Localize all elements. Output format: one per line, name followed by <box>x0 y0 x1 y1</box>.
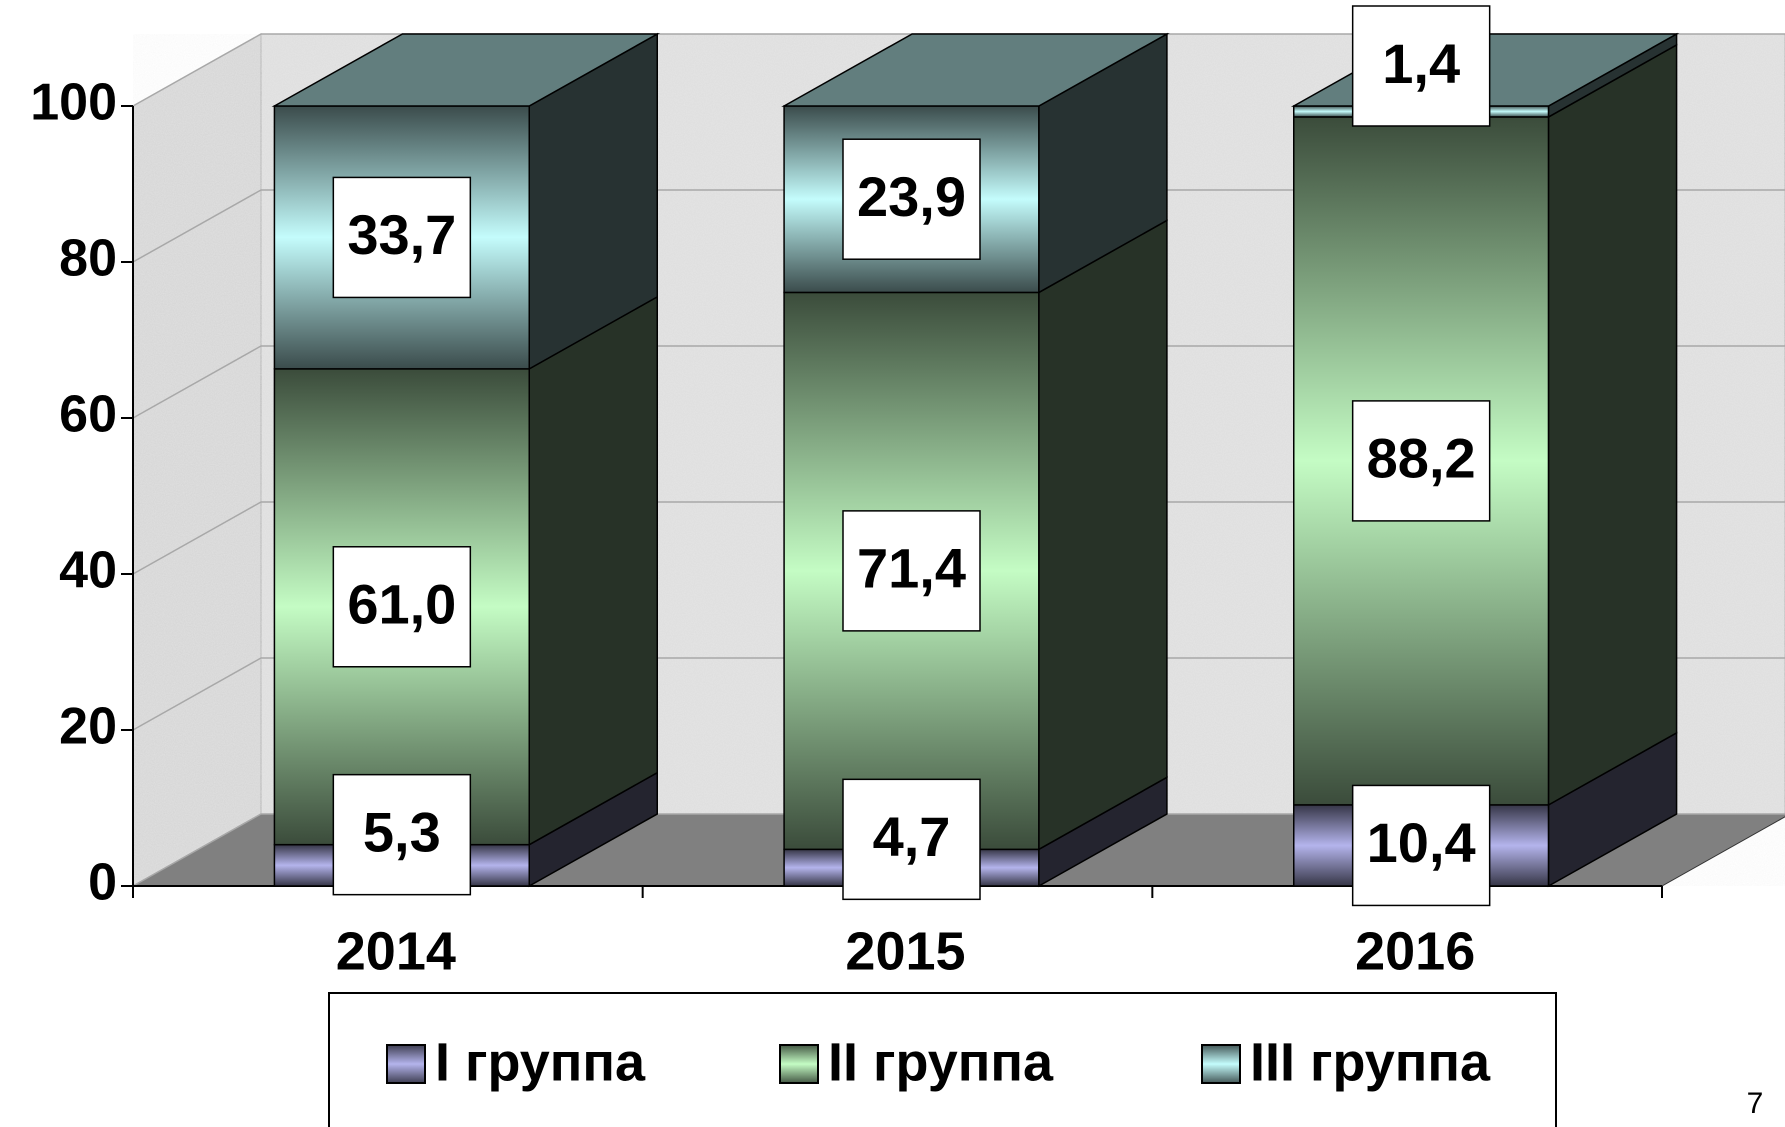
data-label: 33,7 <box>347 203 456 266</box>
page-number: 7 <box>1747 1087 1764 1120</box>
grid-line <box>132 189 1785 263</box>
legend-label: I группа <box>435 1032 646 1092</box>
data-label: 71,4 <box>857 537 966 600</box>
data-label-box <box>842 778 981 901</box>
bar-side <box>528 295 658 846</box>
data-label: 1,4 <box>1382 32 1460 95</box>
bar-top <box>271 33 661 107</box>
x-tick-label: 2014 <box>336 921 456 981</box>
y-tick-label: 100 <box>30 74 117 132</box>
y-tick-label: 80 <box>59 230 117 288</box>
y-tick-label: 20 <box>59 698 117 756</box>
data-label-box <box>1351 5 1491 127</box>
data-label: 4,7 <box>873 805 951 868</box>
grid-line <box>132 657 1785 731</box>
grid-line <box>132 33 1785 107</box>
bar-side <box>1038 219 1168 851</box>
bar-side-base <box>1038 777 1167 886</box>
data-label-box <box>332 546 472 668</box>
legend-swatch <box>779 1044 819 1084</box>
y-tick-label: 40 <box>59 542 117 600</box>
legend-box <box>328 992 1557 1127</box>
legend-label: II группа <box>828 1032 1054 1092</box>
bar-top <box>781 33 1170 107</box>
x-tick-label: 2015 <box>845 921 965 981</box>
grid-line <box>132 345 1785 419</box>
bar-side-base <box>529 34 658 369</box>
bar-side-base <box>1548 44 1677 805</box>
bar-side-base <box>1548 732 1677 886</box>
data-label-box <box>1351 784 1491 907</box>
bar-side-base <box>529 296 658 845</box>
bar-side <box>1547 43 1678 807</box>
data-label-box <box>842 138 981 260</box>
data-label: 10,4 <box>1367 811 1476 874</box>
bar-side-base <box>1038 34 1167 293</box>
data-label: 23,9 <box>857 165 966 228</box>
legend-swatch <box>1201 1044 1241 1084</box>
y-tick-label: 60 <box>59 386 117 444</box>
data-label-box <box>1351 400 1491 522</box>
data-label-box <box>842 510 981 632</box>
legend-swatch <box>386 1044 426 1084</box>
data-label: 5,3 <box>363 800 441 863</box>
x-tick-label: 2016 <box>1355 921 1475 981</box>
data-label-box <box>332 773 472 896</box>
y-tick-label: 0 <box>88 854 117 912</box>
bar-side-base <box>529 772 658 886</box>
bar-side-base <box>1038 220 1167 850</box>
data-label: 88,2 <box>1367 427 1476 490</box>
grid-line <box>132 501 1785 575</box>
data-label-box <box>332 176 472 299</box>
data-label: 61,0 <box>347 573 456 636</box>
legend-label: III группа <box>1250 1032 1491 1092</box>
grid-line <box>132 813 1785 887</box>
bar-side-base <box>1548 34 1677 117</box>
